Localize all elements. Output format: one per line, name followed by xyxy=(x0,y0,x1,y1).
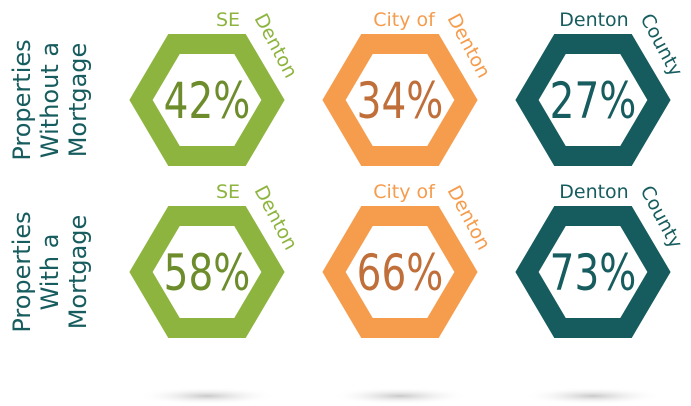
percent-value: 66% xyxy=(357,243,444,302)
percent-value: 27% xyxy=(550,71,637,130)
region-top: City of xyxy=(373,181,436,203)
percent-value: 73% xyxy=(550,243,637,302)
hexagon xyxy=(129,206,285,338)
region-top: City of xyxy=(373,9,436,31)
shadow xyxy=(523,387,663,405)
hexagon xyxy=(322,206,478,338)
region-top: SE xyxy=(216,9,240,31)
row-label-line: Mortgage xyxy=(64,215,92,330)
value-group: 66% xyxy=(357,243,444,302)
shadow xyxy=(137,387,277,405)
hexagon xyxy=(515,34,671,166)
shadow xyxy=(330,387,470,405)
value-group: 73% xyxy=(550,243,637,302)
percent-value: 58% xyxy=(164,243,251,302)
hexagon xyxy=(129,34,285,166)
region-top: Denton xyxy=(559,9,628,31)
value-group: 42% xyxy=(164,71,251,130)
row-label: Properties With a Mortgage xyxy=(8,211,92,332)
row-label-line: Properties xyxy=(8,39,36,160)
hexagon xyxy=(322,34,478,166)
row-label-line: Mortgage xyxy=(64,43,92,158)
percent-value: 34% xyxy=(357,71,444,130)
row-label-line: Without a xyxy=(36,42,64,158)
value-group: 34% xyxy=(357,71,444,130)
percent-value: 42% xyxy=(164,71,251,130)
hexagon xyxy=(515,206,671,338)
region-top: SE xyxy=(216,181,240,203)
row-label-line: With a xyxy=(36,234,64,311)
row-label-line: Properties xyxy=(8,211,36,332)
value-group: 58% xyxy=(164,243,251,302)
region-top: Denton xyxy=(559,181,628,203)
row-label: Properties Without a Mortgage xyxy=(8,39,92,160)
value-group: 27% xyxy=(550,71,637,130)
